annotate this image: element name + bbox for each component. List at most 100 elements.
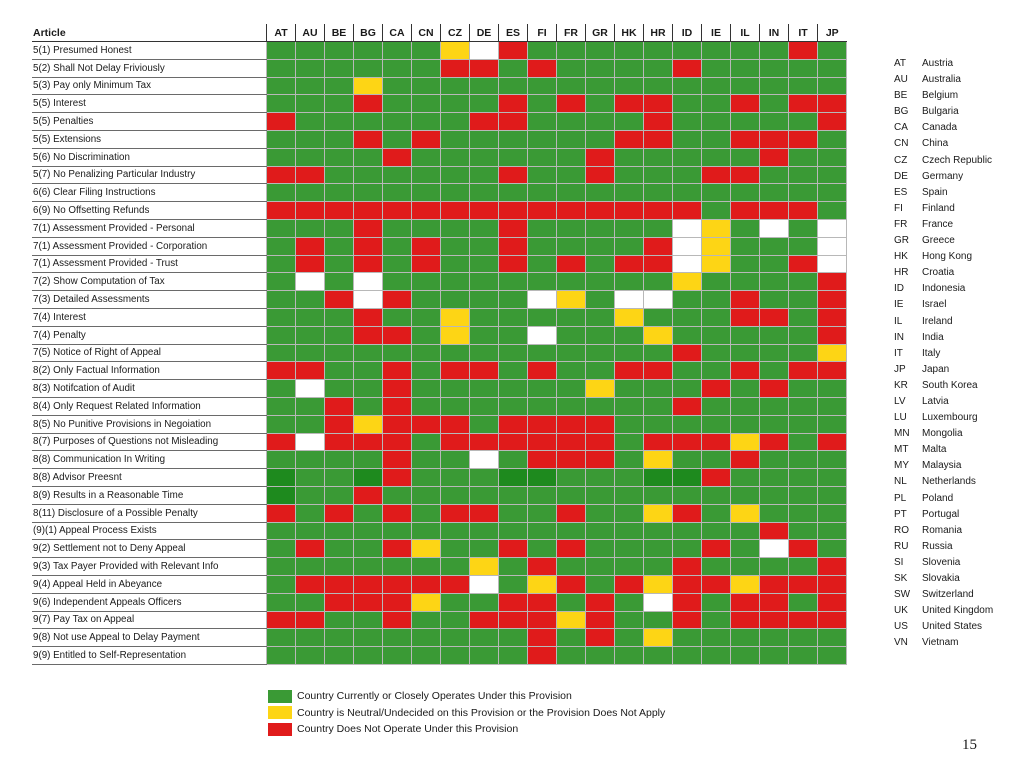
heatmap-cell-de (469, 165, 499, 185)
table-row: (9)(1) Appeal Process Exists (32, 521, 847, 541)
abbreviation-code: UK (894, 605, 908, 617)
heatmap-cell-cz (440, 610, 470, 630)
country-name: Romania (922, 524, 963, 536)
row-label: 6(6) Clear Filing Instructions (32, 183, 267, 203)
heatmap-cell-cn (411, 361, 441, 381)
heatmap-cell-ca (382, 41, 412, 60)
legend-item: Country Does Not Operate Under this Prov… (268, 721, 665, 738)
heatmap-cell-au (295, 646, 325, 665)
heatmap-cell-bg (353, 592, 383, 612)
abbreviation-item: HK Hong Kong (894, 249, 993, 265)
row-label: 5(5) Penalties (32, 112, 267, 131)
country-name: United Kingdom (922, 605, 994, 617)
heatmap-cell-il (730, 646, 760, 665)
heatmap-cell-in (759, 503, 789, 523)
heatmap-cell-jp (817, 628, 847, 648)
heatmap-cell-de (469, 112, 499, 131)
abbreviation-item: RU Russia (894, 539, 993, 555)
heatmap-cell-bg (353, 468, 383, 487)
legend-swatch (268, 689, 292, 703)
heatmap-cell-it (788, 201, 818, 220)
heatmap-cell-es (498, 574, 528, 594)
heatmap-cell-fr (556, 325, 586, 345)
heatmap-cell-ca (382, 325, 412, 345)
abbreviation-code: JP (894, 363, 906, 375)
heatmap-cell-ie (701, 396, 731, 416)
heatmap-cell-cz (440, 450, 470, 470)
heatmap-cell-cz (440, 236, 470, 256)
abbreviation-code: ES (894, 186, 908, 198)
heatmap-cell-es (498, 485, 528, 505)
article-header: Article (32, 24, 267, 42)
abbreviation-code: HK (894, 251, 908, 263)
row-label: 8(9) Results in a Reasonable Time (32, 486, 267, 505)
heatmap-cell-id (672, 521, 702, 541)
heatmap-cell-il (730, 414, 760, 434)
heatmap-cell-cn (411, 432, 441, 452)
heatmap-cell-gr (585, 94, 615, 114)
heatmap-cell-cn (411, 396, 441, 416)
heatmap-cell-de (469, 183, 499, 203)
heatmap-cell-ie (701, 41, 731, 60)
table-row: 7(4) Penalty (32, 325, 847, 345)
legend-item: Country is Neutral/Undecided on this Pro… (268, 705, 665, 722)
column-header-de: DE (469, 24, 499, 42)
heatmap-cell-il (730, 165, 760, 185)
table-row: 5(3) Pay only Minimum Tax (32, 76, 847, 96)
heatmap-cell-be (324, 165, 354, 185)
heatmap-cell-in (759, 361, 789, 381)
heatmap-cell-jp (817, 94, 847, 114)
heatmap-cell-bg (353, 628, 383, 648)
table-row: 7(1) Assessment Provided - Corporation (32, 236, 847, 256)
heatmap-cell-it (788, 58, 818, 78)
abbreviation-item: SW Switzerland (894, 587, 993, 603)
heatmap-cell-cn (411, 539, 441, 559)
row-label: 9(4) Appeal Held in Abeyance (32, 575, 267, 594)
heatmap-cell-au (295, 343, 325, 363)
heatmap-cell-de (469, 129, 499, 149)
heatmap-cell-be (324, 325, 354, 345)
abbreviation-item: IE Israel (894, 297, 993, 313)
heatmap-cell-de (469, 272, 499, 292)
heatmap-cell-ie (701, 218, 731, 238)
heatmap-cell-de (469, 521, 499, 541)
heatmap-cell-hr (643, 112, 673, 131)
heatmap-cell-au (295, 76, 325, 96)
heatmap-cell-il (730, 557, 760, 576)
abbreviation-code: LU (894, 412, 907, 424)
table-row: 8(8) Communication In Writing (32, 450, 847, 470)
heatmap-cell-hk (614, 307, 644, 327)
row-label: 8(7) Purposes of Questions not Misleadin… (32, 433, 267, 452)
heatmap-cell-jp (817, 574, 847, 594)
heatmap-cell-in (759, 468, 789, 487)
heatmap-cell-gr (585, 218, 615, 238)
heatmap-cell-es (498, 468, 528, 487)
table-row: 9(6) Independent Appeals Officers (32, 592, 847, 612)
heatmap-cell-ie (701, 450, 731, 470)
heatmap-cell-ca (382, 218, 412, 238)
abbreviation-item: JP Japan (894, 362, 993, 378)
heatmap-cell-at (266, 307, 296, 327)
heatmap-cell-gr (585, 147, 615, 167)
heatmap-cell-id (672, 183, 702, 203)
heatmap-cell-be (324, 592, 354, 612)
table-row: 8(4) Only Request Related Information (32, 396, 847, 416)
country-name: Germany (922, 170, 964, 182)
heatmap-cell-fr (556, 94, 586, 114)
abbreviation-item: SK Slovakia (894, 571, 993, 587)
heatmap-cell-fi (527, 503, 557, 523)
heatmap-cell-bg (353, 574, 383, 594)
heatmap-cell-ca (382, 610, 412, 630)
heatmap-cell-it (788, 94, 818, 114)
heatmap-cell-jp (817, 201, 847, 220)
heatmap-cell-fr (556, 539, 586, 559)
heatmap-cell-es (498, 218, 528, 238)
heatmap-cell-ca (382, 503, 412, 523)
row-label: 7(3) Detailed Assessments (32, 290, 267, 309)
heatmap-cell-es (498, 254, 528, 274)
heatmap-cell-be (324, 396, 354, 416)
heatmap-cell-de (469, 503, 499, 523)
heatmap-cell-be (324, 201, 354, 220)
heatmap-cell-id (672, 592, 702, 612)
country-name: France (922, 218, 954, 230)
